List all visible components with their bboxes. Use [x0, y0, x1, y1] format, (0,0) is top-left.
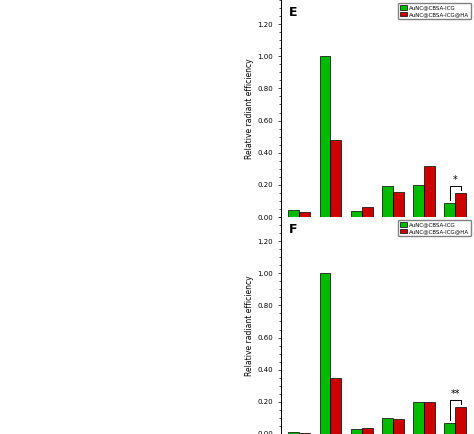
- Bar: [330, 140, 341, 217]
- Bar: [444, 423, 456, 434]
- Text: E: E: [289, 7, 298, 20]
- Text: **: **: [450, 388, 460, 399]
- Bar: [456, 193, 466, 217]
- Bar: [319, 273, 330, 434]
- Bar: [393, 192, 404, 217]
- Bar: [413, 185, 424, 217]
- Bar: [424, 165, 435, 217]
- Bar: [382, 187, 393, 217]
- Legend: AuNC@CBSA-ICG, AuNC@CBSA-ICG@HA: AuNC@CBSA-ICG, AuNC@CBSA-ICG@HA: [398, 220, 471, 236]
- Bar: [382, 418, 393, 434]
- Text: F: F: [289, 224, 298, 237]
- Bar: [351, 210, 362, 217]
- Text: b: b: [3, 204, 9, 214]
- Legend: AuNC@CBSA-ICG, AuNC@CBSA-ICG@HA: AuNC@CBSA-ICG, AuNC@CBSA-ICG@HA: [398, 3, 471, 19]
- Bar: [424, 402, 435, 434]
- Text: C: C: [3, 224, 11, 233]
- Bar: [444, 203, 456, 217]
- Text: a: a: [3, 95, 9, 105]
- Text: a: a: [3, 312, 9, 322]
- Text: D: D: [149, 224, 158, 233]
- Bar: [299, 433, 310, 434]
- Bar: [393, 419, 404, 434]
- Bar: [299, 212, 310, 217]
- Text: A: A: [3, 7, 11, 16]
- Bar: [319, 56, 330, 217]
- Bar: [456, 407, 466, 434]
- Text: b: b: [3, 421, 9, 431]
- Bar: [288, 210, 299, 217]
- Y-axis label: Relative radiant efficiency: Relative radiant efficiency: [246, 58, 255, 159]
- Text: *: *: [453, 175, 458, 185]
- Text: B: B: [149, 7, 157, 16]
- Bar: [362, 427, 373, 434]
- Bar: [413, 402, 424, 434]
- Bar: [288, 432, 299, 434]
- Bar: [330, 378, 341, 434]
- Y-axis label: Relative radiant efficiency: Relative radiant efficiency: [246, 275, 255, 376]
- Bar: [351, 429, 362, 434]
- Bar: [362, 207, 373, 217]
